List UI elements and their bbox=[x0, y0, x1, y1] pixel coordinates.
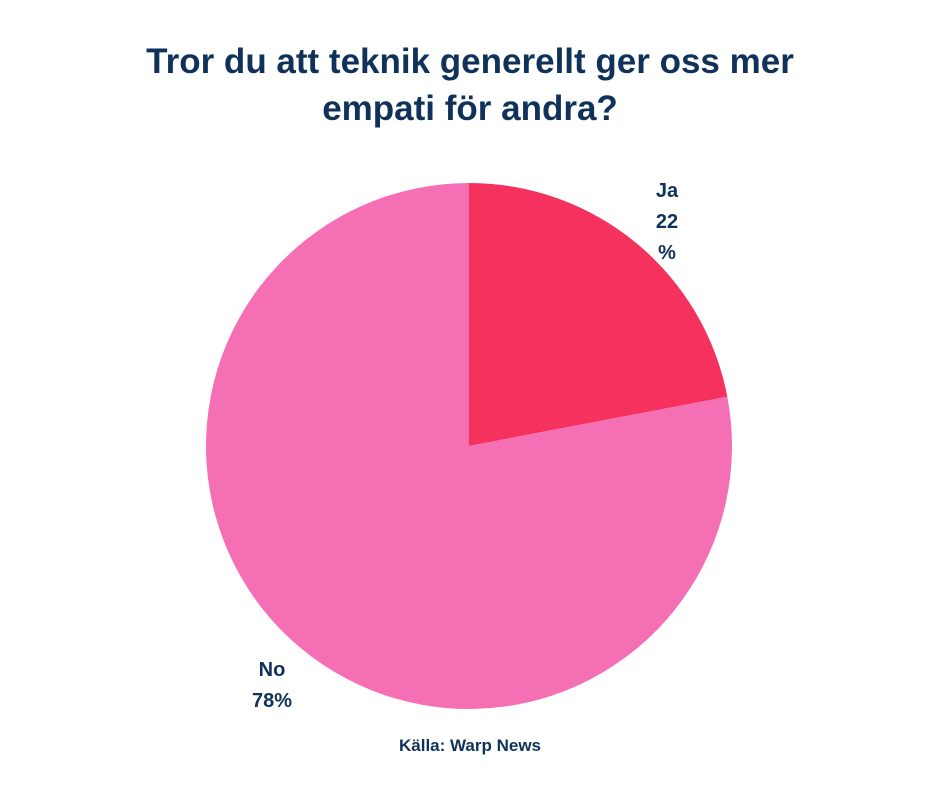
slice-label-ja-value: 22 bbox=[655, 211, 679, 233]
pie-slice-no bbox=[205, 183, 732, 710]
pie-slice-ja bbox=[469, 183, 728, 446]
slice-label-ja-name: Ja bbox=[655, 180, 679, 202]
source-note: Källa: Warp News bbox=[398, 736, 542, 755]
slice-label-no: No 78% bbox=[240, 655, 304, 717]
chart-title-line-1: Tror du att teknik generellt ger oss mer bbox=[146, 42, 794, 81]
chart-title: Tror du att teknik generellt ger oss mer… bbox=[0, 38, 940, 132]
slice-label-ja-unit: % bbox=[658, 242, 676, 264]
slice-label-no-value: 78% bbox=[251, 690, 293, 712]
chart-title-line-2: empati för andra? bbox=[322, 89, 618, 128]
slice-label-no-name: No bbox=[258, 659, 286, 681]
slice-label-ja: Ja 22 % bbox=[642, 176, 692, 269]
